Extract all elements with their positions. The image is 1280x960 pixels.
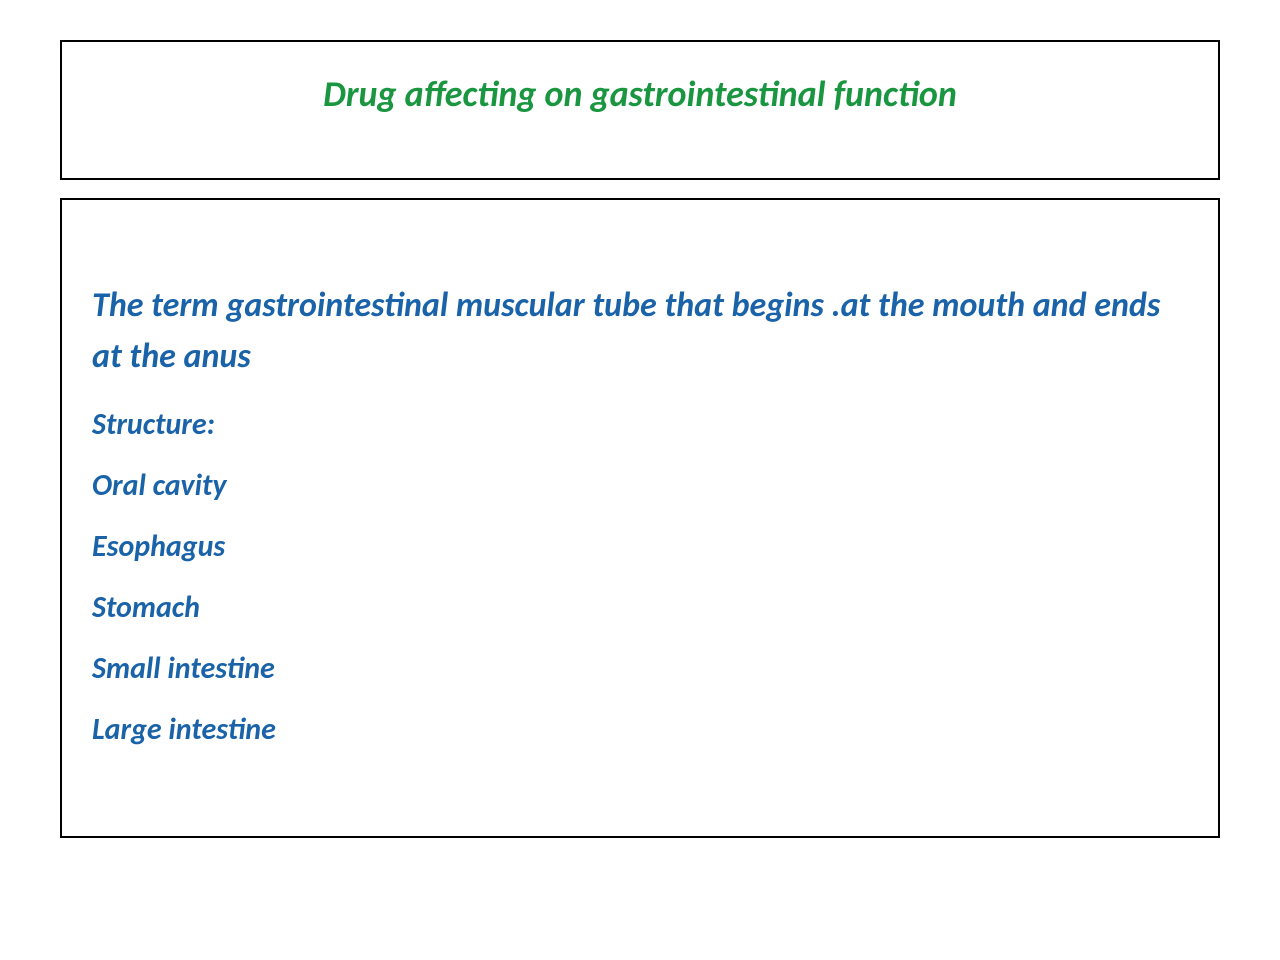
structure-label: Structure: <box>92 406 1188 443</box>
structure-item-2: Stomach <box>92 589 1188 626</box>
title-box: Drug affecting on gastrointestinal funct… <box>60 40 1220 180</box>
title-text: Drug affecting on gastrointestinal funct… <box>323 72 957 116</box>
structure-item-4: Large intestine <box>92 711 1188 748</box>
content-box: The term gastrointestinal muscular tube … <box>60 198 1220 838</box>
structure-item-3: Small intestine <box>92 650 1188 687</box>
structure-item-0: Oral cavity <box>92 467 1188 504</box>
structure-item-1: Esophagus <box>92 528 1188 565</box>
intro-text: The term gastrointestinal muscular tube … <box>92 280 1188 382</box>
